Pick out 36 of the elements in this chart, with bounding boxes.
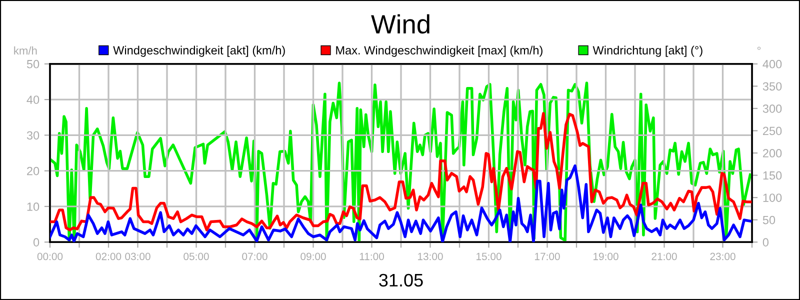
x-axis-title: 31.05 bbox=[379, 274, 423, 287]
y2-tick-label: 400 bbox=[762, 60, 782, 68]
y2-tick-label: 200 bbox=[763, 149, 782, 158]
y2-tick-label: 0 bbox=[762, 238, 769, 246]
x-tick-label: 03:00 bbox=[125, 252, 150, 260]
y2-tick-label: 150 bbox=[763, 171, 782, 180]
x-tick-label: 09:00 bbox=[300, 252, 326, 260]
y2-tick-label: 250 bbox=[763, 126, 782, 136]
y-tick-label: 10 bbox=[27, 202, 40, 211]
y-axis-title: km/h bbox=[14, 46, 37, 55]
y-tick-label: 50 bbox=[26, 60, 40, 68]
y-tick-label: 0 bbox=[33, 238, 40, 246]
y2-tick-label: 300 bbox=[762, 104, 782, 113]
x-tick-label: 23:00 bbox=[710, 252, 736, 260]
legend-label: Windrichtung [akt] (°) bbox=[592, 46, 702, 57]
y2-tick-label: 100 bbox=[763, 194, 782, 202]
y2-tick-label: 350 bbox=[762, 82, 782, 91]
y2-tick-label: 50 bbox=[762, 216, 776, 224]
y2-axis-title: ° bbox=[757, 46, 761, 50]
x-tick-label: 21:00 bbox=[652, 252, 677, 260]
x-tick-label: 02:00 bbox=[96, 252, 122, 260]
x-tick-label: 15:00 bbox=[476, 252, 502, 260]
x-tick-label: 17:00 bbox=[535, 252, 560, 260]
x-tick-label: 05:00 bbox=[184, 252, 209, 260]
x-tick-label: 11:00 bbox=[360, 252, 384, 260]
legend-label: Windgeschwindigkeit [akt] (km/h) bbox=[113, 46, 285, 57]
x-tick-label: 00:00 bbox=[37, 252, 63, 260]
x-tick-label: 13:00 bbox=[418, 252, 443, 260]
chart-title: Wind bbox=[371, 14, 430, 34]
x-tick-label: 07:00 bbox=[242, 252, 268, 260]
y-tick-label: 40 bbox=[26, 96, 40, 104]
y-tick-label: 20 bbox=[27, 166, 40, 176]
line-series bbox=[50, 112, 752, 232]
legend-label: Max. Windgeschwindigkeit [max] (km/h) bbox=[336, 46, 542, 57]
y-tick-label: 30 bbox=[26, 131, 40, 140]
x-tick-label: 19:00 bbox=[594, 252, 618, 260]
